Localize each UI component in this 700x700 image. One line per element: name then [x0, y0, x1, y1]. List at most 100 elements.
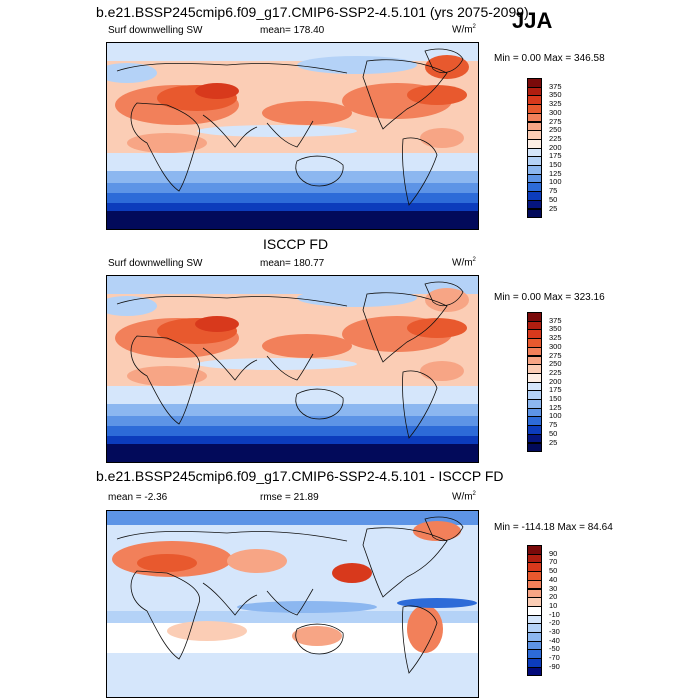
panel2-units: W/m2 [452, 257, 476, 269]
panel3-map [106, 510, 479, 698]
field-region [262, 334, 352, 358]
colorbar-label: 70 [549, 557, 558, 567]
coastlines [116, 516, 464, 674]
colorbar-label: 300 [549, 107, 562, 117]
colorbar-label: 325 [549, 99, 562, 109]
colorbar-label: -30 [549, 627, 560, 636]
latitude-band [107, 211, 478, 229]
colorbar-label: 50 [549, 428, 558, 438]
field-region [297, 289, 417, 307]
panel1-minmax: Min = 0.00 Max = 346.58 [494, 53, 605, 64]
field-region [195, 83, 239, 99]
colorbar-label: -90 [549, 661, 560, 671]
field-region [407, 85, 467, 105]
colorbar-label: 75 [549, 420, 558, 430]
panel1-mean-label: mean= 178.40 [260, 25, 325, 36]
field-region [425, 55, 469, 79]
field-region [262, 101, 352, 125]
colorbar-label: 275 [549, 116, 562, 126]
colorbar-label: 150 [549, 160, 562, 169]
colorbar-label: -40 [549, 635, 560, 645]
panel2-minmax: Min = 0.00 Max = 323.16 [494, 292, 605, 303]
panel2-variable-label: Surf downwelling SW [108, 258, 203, 269]
field-region [127, 133, 207, 153]
field-region [137, 554, 197, 572]
panel1-variable-label: Surf downwelling SW [108, 25, 203, 36]
colorbar-label: 325 [549, 333, 562, 343]
field-region [195, 316, 239, 332]
colorbar-label: 100 [549, 177, 562, 187]
colorbar-label: 200 [549, 376, 562, 386]
latitude-band [107, 276, 478, 294]
colorbar-label: 225 [549, 367, 562, 377]
latitude-band [107, 436, 478, 444]
colorbar-label: 100 [549, 411, 562, 421]
latitude-band [107, 153, 478, 173]
coastlines [116, 281, 464, 439]
colorbar-swatch [527, 442, 542, 453]
panel3-mean-label: mean = -2.36 [108, 492, 168, 503]
field-region [397, 598, 477, 608]
latitude-band [107, 426, 478, 436]
colorbar-label: -10 [549, 609, 560, 619]
panel3-rmse-label: rmse = 21.89 [260, 492, 319, 503]
colorbar-label: 200 [549, 142, 562, 152]
colorbar-label: 50 [549, 566, 558, 576]
latitude-band [107, 511, 478, 525]
panel2-title: ISCCP FD [263, 236, 329, 252]
colorbar-label: 350 [549, 90, 562, 100]
field-region [107, 63, 157, 83]
panel3-minmax: Min = -114.18 Max = 84.64 [494, 522, 613, 533]
field-region [197, 358, 357, 370]
colorbar-label: 275 [549, 350, 562, 360]
colorbar-label: 175 [549, 385, 562, 395]
colorbar-label: 50 [549, 194, 558, 204]
colorbar-label: -50 [549, 644, 560, 654]
colorbar-swatch [527, 666, 542, 677]
colorbar-label: 10 [549, 600, 558, 610]
field-region [407, 605, 443, 653]
field-region [420, 361, 464, 381]
panel2-map [106, 275, 479, 463]
panel2-mean-label: mean= 180.77 [260, 258, 325, 269]
panel1-title: b.e21.BSSP245cmip6.f09_g17.CMIP6-SSP2-4.… [96, 4, 529, 20]
panel1-map [106, 42, 479, 230]
colorbar-label: 250 [549, 125, 562, 135]
panel1-units: W/m2 [452, 24, 476, 36]
colorbar-label: 175 [549, 151, 562, 161]
field-region [107, 296, 157, 316]
latitude-band [107, 444, 478, 462]
field-region [407, 318, 467, 338]
latitude-band [107, 404, 478, 416]
colorbar-label: 150 [549, 394, 562, 403]
field-region [292, 626, 342, 646]
colorbar-label: 125 [549, 402, 562, 412]
field-region [227, 549, 287, 573]
colorbar-label: 20 [549, 592, 558, 602]
panel3-units: W/m2 [452, 491, 476, 503]
latitude-band [107, 416, 478, 426]
colorbar-label: 375 [549, 81, 562, 91]
latitude-band [107, 386, 478, 406]
coastlines [116, 48, 464, 206]
field-region [237, 601, 377, 613]
field-region [425, 288, 469, 312]
colorbar-label: 25 [549, 203, 558, 213]
colorbar-label: 350 [549, 324, 562, 334]
latitude-band [107, 43, 478, 61]
latitude-band [107, 193, 478, 203]
colorbar-swatch [527, 208, 542, 219]
field-region [413, 521, 461, 541]
field-region [297, 56, 417, 74]
colorbar-label: 300 [549, 341, 562, 351]
field-region [332, 563, 372, 583]
latitude-band [107, 171, 478, 183]
colorbar-label: 30 [549, 583, 558, 593]
colorbar-label: 125 [549, 168, 562, 178]
colorbar-label: 25 [549, 437, 558, 447]
field-region [167, 621, 247, 641]
latitude-band [107, 183, 478, 193]
colorbar-label: 225 [549, 133, 562, 143]
colorbar-label: 40 [549, 574, 558, 584]
colorbar-label: 250 [549, 359, 562, 369]
